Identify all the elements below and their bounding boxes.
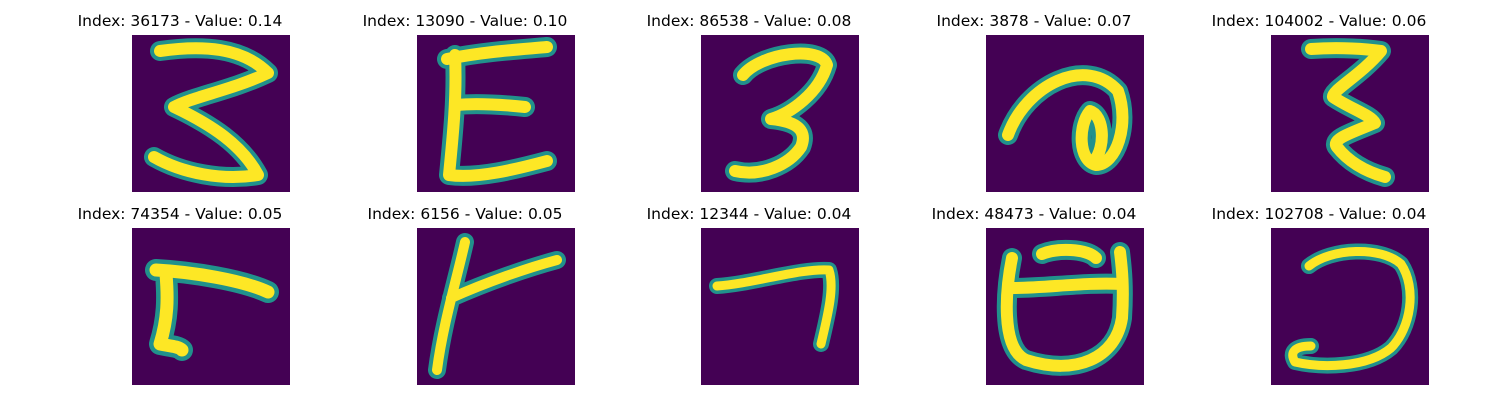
digit-image: [417, 228, 575, 385]
handwritten-glyph: [145, 259, 279, 361]
image-panel-4: Index: 3878 - Value: 0.07: [884, 0, 1184, 192]
image-panel-10: Index: 102708 - Value: 0.04: [1169, 193, 1469, 385]
handwritten-glyph: [428, 233, 566, 379]
digit-image: [986, 35, 1144, 192]
panel-title: Index: 48473 - Value: 0.04: [931, 205, 1137, 223]
image-panel-9: Index: 48473 - Value: 0.04: [884, 193, 1184, 385]
image-panel-7: Index: 6156 - Value: 0.05: [315, 193, 615, 385]
handwritten-glyph: [1284, 243, 1419, 374]
panel-title: Index: 36173 - Value: 0.14: [77, 12, 283, 30]
handwritten-glyph: [1301, 38, 1395, 187]
panel-title: Index: 13090 - Value: 0.10: [362, 12, 568, 30]
digit-image: [1271, 35, 1429, 192]
image-panel-6: Index: 74354 - Value: 0.05: [30, 193, 330, 385]
image-panel-5: Index: 104002 - Value: 0.06: [1169, 0, 1469, 192]
digit-image: [132, 35, 290, 192]
digit-image: [701, 35, 859, 192]
panel-title: Index: 12344 - Value: 0.04: [646, 205, 852, 223]
panel-title: Index: 104002 - Value: 0.06: [1211, 12, 1427, 30]
panel-title: Index: 74354 - Value: 0.05: [77, 205, 283, 223]
digit-image: [986, 228, 1144, 385]
handwritten-glyph: [437, 37, 557, 186]
handwritten-glyph: [998, 65, 1133, 175]
digit-image: [1271, 228, 1429, 385]
panel-title: Index: 3878 - Value: 0.07: [936, 12, 1132, 30]
image-panel-3: Index: 86538 - Value: 0.08: [599, 0, 899, 192]
digit-image: [701, 228, 859, 385]
digit-image: [132, 228, 290, 385]
image-panel-1: Index: 36173 - Value: 0.14: [30, 0, 330, 192]
handwritten-glyph: [709, 261, 840, 352]
handwritten-glyph: [144, 38, 278, 187]
panel-title: Index: 6156 - Value: 0.05: [367, 205, 563, 223]
handwritten-glyph: [996, 239, 1133, 376]
handwritten-glyph: [725, 43, 837, 183]
image-panel-2: Index: 13090 - Value: 0.10: [315, 0, 615, 192]
panel-title: Index: 86538 - Value: 0.08: [646, 12, 852, 30]
panel-title: Index: 102708 - Value: 0.04: [1211, 205, 1427, 223]
image-panel-8: Index: 12344 - Value: 0.04: [599, 193, 899, 385]
digit-image: [417, 35, 575, 192]
